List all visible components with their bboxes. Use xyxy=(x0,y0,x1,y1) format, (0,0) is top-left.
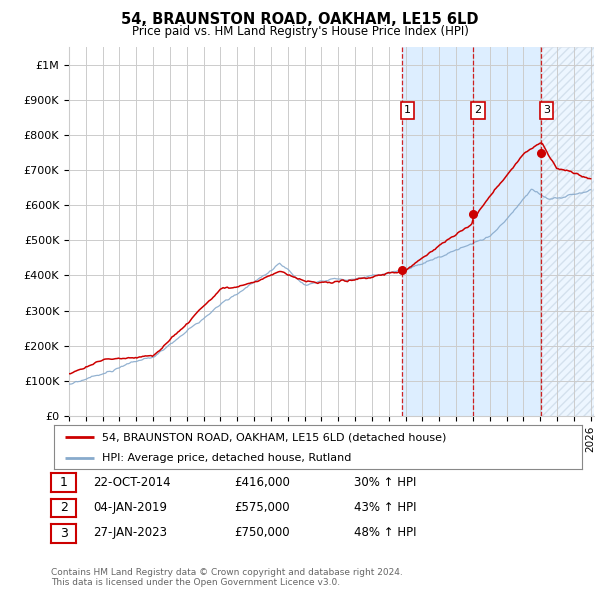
Text: 43% ↑ HPI: 43% ↑ HPI xyxy=(354,501,416,514)
Text: 1: 1 xyxy=(404,106,411,116)
Text: 2: 2 xyxy=(475,106,482,116)
Text: £575,000: £575,000 xyxy=(234,501,290,514)
Bar xyxy=(403,47,541,416)
Text: 2: 2 xyxy=(59,502,68,514)
Text: Price paid vs. HM Land Registry's House Price Index (HPI): Price paid vs. HM Land Registry's House … xyxy=(131,25,469,38)
Text: 27-JAN-2023: 27-JAN-2023 xyxy=(93,526,167,539)
Text: £750,000: £750,000 xyxy=(234,526,290,539)
Text: 22-OCT-2014: 22-OCT-2014 xyxy=(93,476,170,489)
Text: Contains HM Land Registry data © Crown copyright and database right 2024.
This d: Contains HM Land Registry data © Crown c… xyxy=(51,568,403,587)
Text: 3: 3 xyxy=(59,527,68,540)
Text: 48% ↑ HPI: 48% ↑ HPI xyxy=(354,526,416,539)
Text: HPI: Average price, detached house, Rutland: HPI: Average price, detached house, Rutl… xyxy=(101,453,351,463)
Text: 3: 3 xyxy=(543,106,550,116)
Text: £416,000: £416,000 xyxy=(234,476,290,489)
Text: 54, BRAUNSTON ROAD, OAKHAM, LE15 6LD: 54, BRAUNSTON ROAD, OAKHAM, LE15 6LD xyxy=(121,12,479,27)
Text: 30% ↑ HPI: 30% ↑ HPI xyxy=(354,476,416,489)
Text: 54, BRAUNSTON ROAD, OAKHAM, LE15 6LD (detached house): 54, BRAUNSTON ROAD, OAKHAM, LE15 6LD (de… xyxy=(101,432,446,442)
Bar xyxy=(541,47,594,416)
Text: 1: 1 xyxy=(59,476,68,489)
Text: 04-JAN-2019: 04-JAN-2019 xyxy=(93,501,167,514)
